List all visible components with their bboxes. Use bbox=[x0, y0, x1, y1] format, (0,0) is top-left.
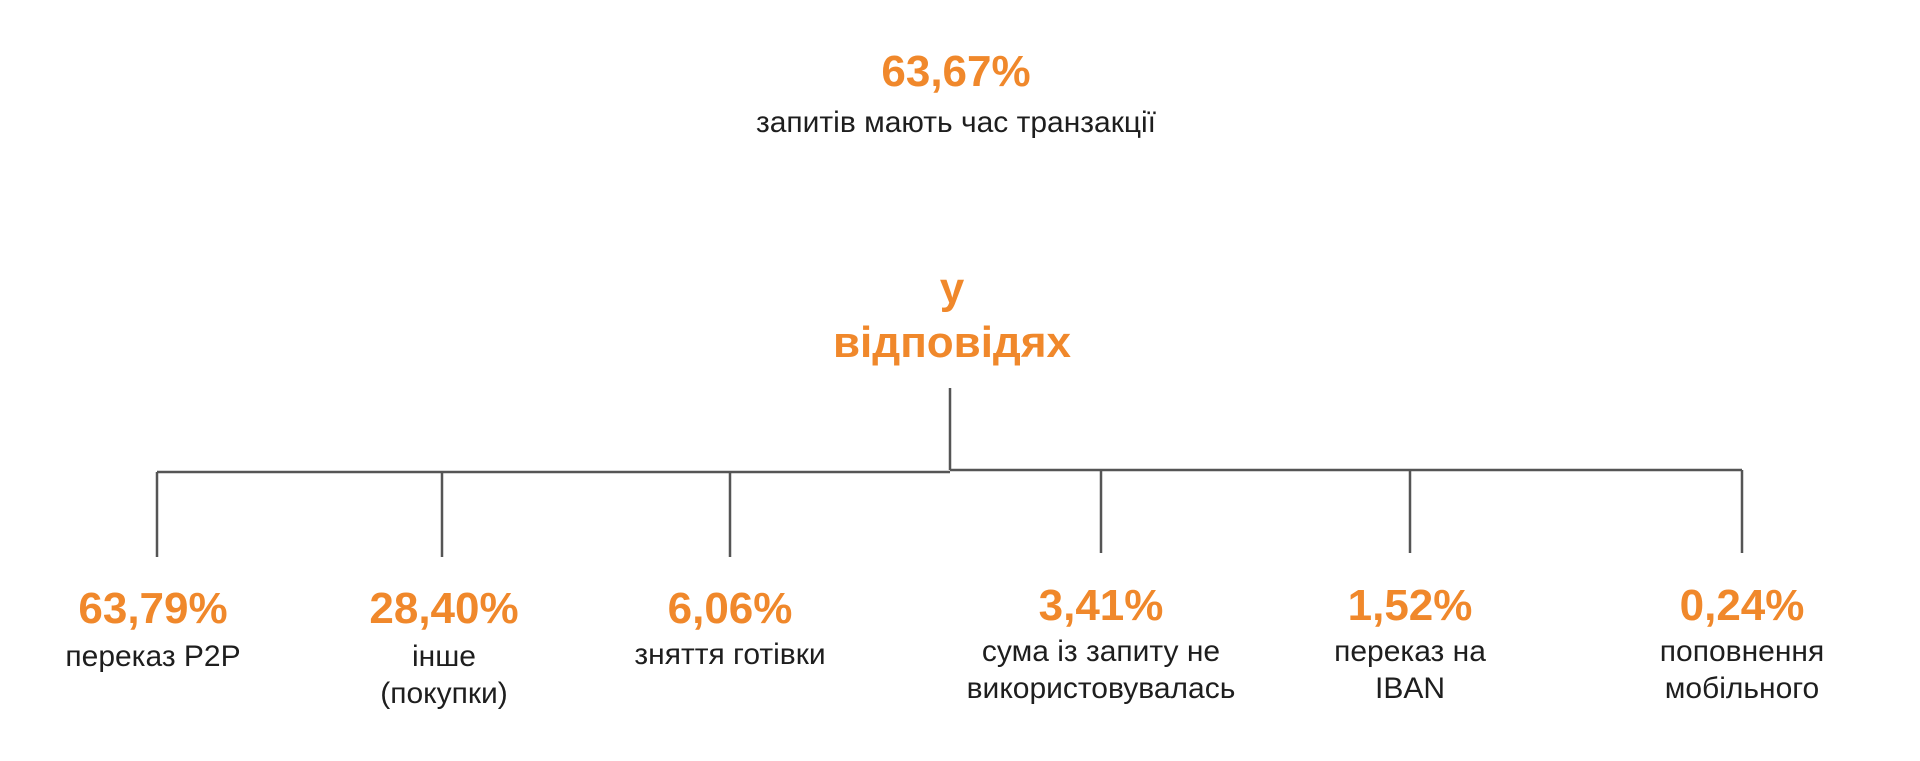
branch-percent-p2p: 63,79% bbox=[78, 584, 228, 633]
branch-label-cash: зняття готівки bbox=[634, 638, 826, 671]
branch-label-unused-amount: сума із запиту не використовувалась bbox=[966, 635, 1236, 705]
branch-label-iban: переказ на IBAN bbox=[1334, 635, 1486, 705]
branch-label-p2p: переказ P2P bbox=[65, 640, 241, 673]
header-description: запитів мають час транзакції bbox=[755, 106, 1157, 139]
center-node-label: у відповідях bbox=[832, 264, 1072, 367]
branch-percent-unused-amount: 3,41% bbox=[1038, 581, 1164, 630]
branch-percent-mobile: 0,24% bbox=[1679, 581, 1805, 630]
branch-percent-other: 28,40% bbox=[369, 584, 519, 633]
branch-label-mobile: поповнення мобільного bbox=[1659, 635, 1825, 705]
header-percent: 63,67% bbox=[881, 47, 1031, 96]
branch-percent-iban: 1,52% bbox=[1347, 581, 1473, 630]
branch-label-other: інше (покупки) bbox=[380, 640, 508, 710]
branch-percent-cash: 6,06% bbox=[667, 584, 793, 633]
